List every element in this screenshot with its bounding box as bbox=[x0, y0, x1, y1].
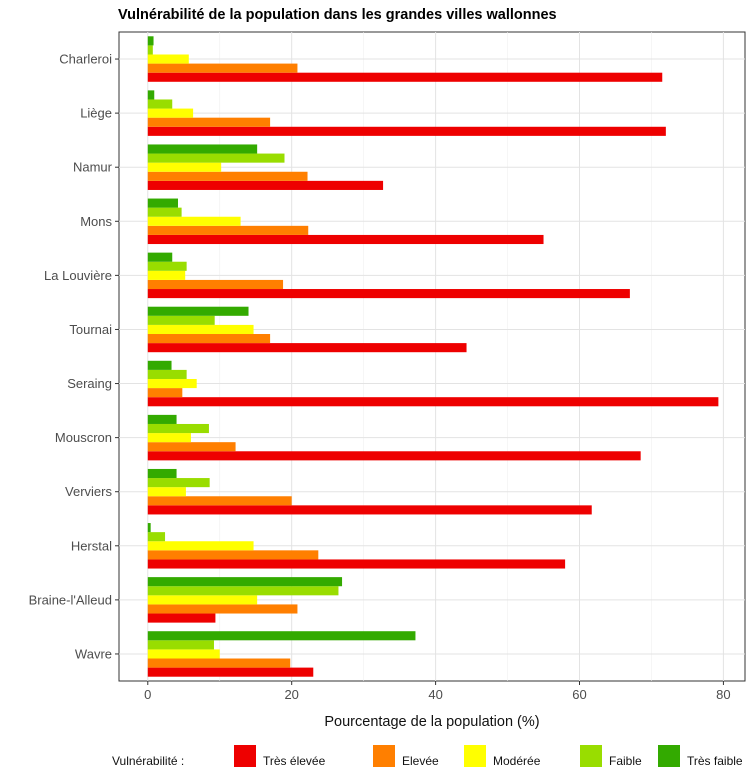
y-tick-label: Seraing bbox=[67, 376, 112, 391]
bar bbox=[147, 523, 151, 533]
y-tick-label: Verviers bbox=[65, 484, 112, 499]
legend-key bbox=[234, 745, 256, 767]
bar bbox=[147, 252, 173, 262]
y-tick-label: Liège bbox=[80, 106, 112, 121]
bar bbox=[147, 532, 166, 542]
x-tick-label: 80 bbox=[716, 687, 730, 702]
y-tick-label: Tournai bbox=[69, 322, 112, 337]
bar bbox=[147, 144, 258, 154]
legend-key bbox=[373, 745, 395, 767]
bar bbox=[147, 559, 566, 569]
bar bbox=[147, 63, 298, 73]
bar bbox=[147, 162, 222, 172]
y-tick-label: La Louvière bbox=[44, 268, 112, 283]
bar bbox=[147, 216, 241, 226]
bar bbox=[147, 550, 319, 560]
bar bbox=[147, 54, 189, 64]
legend-label: Modérée bbox=[493, 754, 541, 768]
bar bbox=[147, 108, 194, 118]
y-tick-label: Braine-l'Alleud bbox=[29, 592, 112, 607]
bar bbox=[147, 478, 210, 488]
bar bbox=[147, 315, 215, 325]
chart-title: Vulnérabilité de la population dans les … bbox=[118, 7, 557, 23]
bar bbox=[147, 613, 216, 623]
bar bbox=[147, 433, 191, 443]
bars bbox=[147, 36, 719, 677]
bar bbox=[147, 586, 339, 596]
bar bbox=[147, 505, 592, 515]
y-tick-label: Mouscron bbox=[55, 430, 112, 445]
legend-label: Très élevée bbox=[263, 754, 326, 768]
y-tick-label: Herstal bbox=[71, 538, 112, 553]
grid-lines bbox=[119, 32, 745, 681]
legend-key bbox=[580, 745, 602, 767]
bar bbox=[147, 198, 179, 208]
legend-key bbox=[658, 745, 680, 767]
x-axis-title: Pourcentage de la population (%) bbox=[324, 714, 539, 730]
bar bbox=[147, 468, 177, 479]
bar bbox=[147, 270, 186, 280]
bar bbox=[147, 577, 343, 587]
bar bbox=[147, 225, 309, 235]
bar bbox=[147, 180, 384, 190]
y-tick-label: Charleroi bbox=[59, 52, 112, 67]
bar bbox=[147, 343, 467, 353]
bar bbox=[147, 289, 630, 299]
bar bbox=[147, 360, 172, 370]
bar bbox=[147, 397, 719, 407]
bar bbox=[147, 126, 666, 136]
plot-panel bbox=[118, 31, 746, 682]
bar bbox=[147, 90, 155, 100]
bar bbox=[147, 423, 209, 434]
bar bbox=[147, 378, 197, 389]
bar bbox=[147, 388, 183, 398]
bar bbox=[147, 658, 291, 668]
legend-label: Elevée bbox=[402, 754, 439, 768]
bar bbox=[147, 171, 308, 181]
legend-key bbox=[464, 745, 486, 767]
bar bbox=[147, 36, 154, 46]
bar bbox=[147, 369, 187, 379]
axes: 0 20 40 60 80 Charleroi Liège Namur Mons La Louvi… bbox=[29, 52, 731, 702]
bar bbox=[147, 667, 314, 677]
legend-label: Très faible bbox=[687, 754, 743, 768]
bar bbox=[147, 496, 292, 506]
bar bbox=[147, 234, 544, 245]
bar bbox=[147, 640, 214, 650]
x-tick-label: 20 bbox=[284, 687, 298, 702]
bar bbox=[147, 117, 271, 127]
bar bbox=[147, 72, 663, 82]
x-tick-label: 0 bbox=[144, 687, 151, 702]
bar bbox=[147, 279, 284, 290]
y-tick-label: Namur bbox=[73, 160, 113, 175]
bar bbox=[147, 541, 254, 551]
bar bbox=[147, 442, 236, 452]
x-tick-label: 40 bbox=[428, 687, 442, 702]
bar bbox=[147, 414, 177, 424]
legend-label: Faible bbox=[609, 754, 642, 768]
bar bbox=[147, 99, 173, 109]
bar bbox=[147, 334, 271, 344]
bar bbox=[147, 451, 641, 461]
bar bbox=[147, 595, 258, 605]
bar bbox=[147, 604, 298, 614]
legend-title: Vulnérabilité : bbox=[112, 754, 184, 768]
legend: Vulnérabilité : Très élevée Elevée Modérée… bbox=[112, 745, 743, 768]
y-tick-label: Wavre bbox=[75, 646, 112, 661]
bar bbox=[147, 487, 186, 497]
x-tick-label: 60 bbox=[572, 687, 586, 702]
bar bbox=[147, 261, 187, 271]
bar bbox=[147, 631, 416, 641]
bar bbox=[147, 45, 153, 55]
bar bbox=[147, 306, 249, 316]
bar bbox=[147, 649, 220, 659]
bar bbox=[147, 324, 254, 335]
y-tick-label: Mons bbox=[80, 214, 112, 229]
bar bbox=[147, 207, 182, 217]
bar bbox=[147, 153, 285, 163]
